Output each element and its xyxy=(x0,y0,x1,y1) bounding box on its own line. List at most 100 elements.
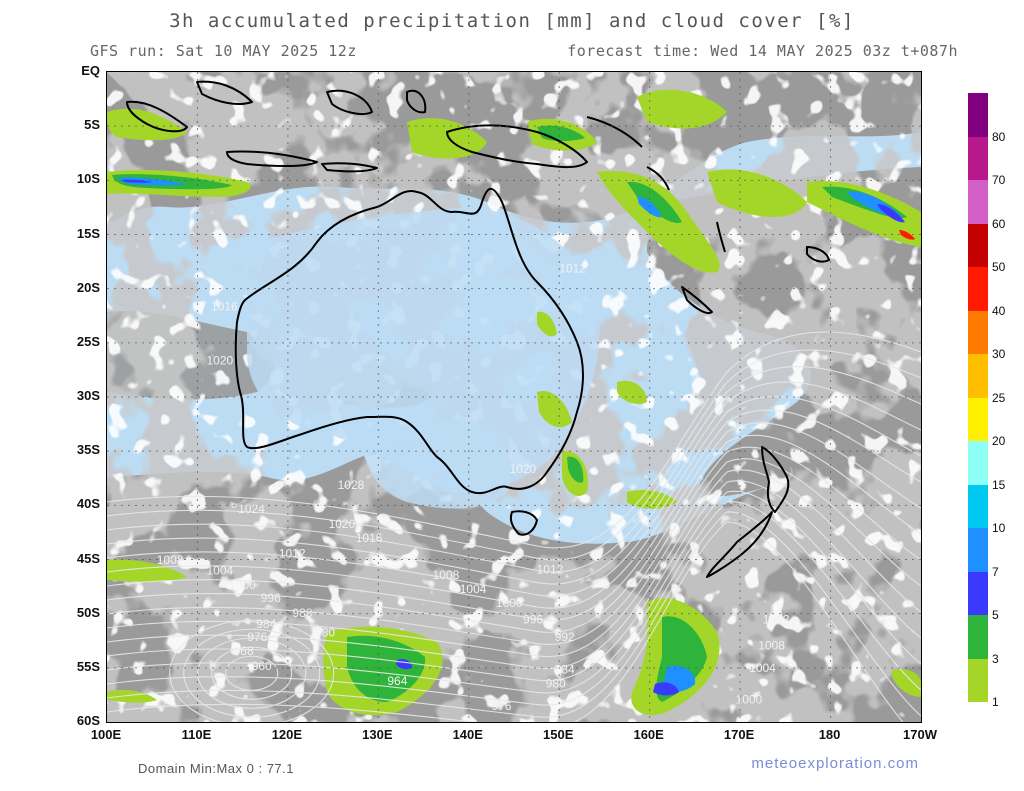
isobar-line xyxy=(107,409,921,609)
isobar-line xyxy=(107,434,921,633)
low-pressure-contour xyxy=(197,637,307,709)
colorbar-cell xyxy=(968,93,988,137)
colorbar-label: 3 xyxy=(992,651,999,666)
domain-minmax: Domain Min:Max 0 : 77.1 xyxy=(138,761,295,776)
colorbar-label: 50 xyxy=(992,260,1006,274)
site-credit: meteoexploration.com xyxy=(751,755,919,772)
colorbar-cell xyxy=(968,528,988,572)
longitude-label: 170E xyxy=(723,727,755,742)
isobar-label: 1020 xyxy=(206,354,233,368)
colorbar-cell xyxy=(968,484,988,528)
colorbar-label: 20 xyxy=(992,434,1006,448)
isobar-line xyxy=(107,381,921,585)
low-pressure-contour xyxy=(225,655,279,691)
isobar-label: 1004 xyxy=(206,564,233,578)
isobar-line xyxy=(107,349,921,561)
colorbar-label: 30 xyxy=(992,347,1006,361)
latitude-label: EQ xyxy=(81,63,100,78)
longitude-label: 130E xyxy=(362,727,393,742)
isobar-label: 976 xyxy=(491,699,511,713)
colorbar-cell xyxy=(968,397,988,441)
isobar-label: 992 xyxy=(555,630,575,644)
colorbar-label: 5 xyxy=(992,608,999,622)
isobar-line xyxy=(107,490,921,694)
low-pressure-contour xyxy=(211,646,293,700)
isobar-line xyxy=(107,395,921,597)
isobar-line xyxy=(107,501,921,706)
isobar-line xyxy=(107,366,921,573)
isobar-label: 984 xyxy=(256,617,276,631)
isobar-label: 1004 xyxy=(460,582,487,596)
isobar-label: 1008 xyxy=(758,638,785,652)
colorbar-cell xyxy=(968,180,988,224)
colorbar-cell xyxy=(968,223,988,267)
latlon-grid xyxy=(107,72,921,722)
isobar-label: 1020 xyxy=(509,462,536,476)
isobar-line xyxy=(107,422,921,621)
longitude-label: 140E xyxy=(452,727,483,742)
isobar-label: 1004 xyxy=(749,661,776,675)
isobar-label: 1028 xyxy=(338,478,365,492)
latitude-label: 40S xyxy=(76,496,100,512)
coastlines xyxy=(126,80,830,578)
colorbar-cell xyxy=(968,310,988,354)
isobar-line xyxy=(107,521,904,722)
longitude-label: 120E xyxy=(271,727,303,742)
longitude-label: 100E xyxy=(90,727,122,742)
isobar-line xyxy=(107,458,921,658)
colorbar-cell xyxy=(968,615,988,659)
isobar-label: 1016 xyxy=(356,531,383,545)
colorbar-cell xyxy=(968,441,988,485)
latitude-label: 50S xyxy=(76,604,100,620)
isobar-label: 1008 xyxy=(433,568,460,582)
isobar-label: 964 xyxy=(387,674,407,688)
isobar-label: 980 xyxy=(315,625,335,639)
latitude-label: 45S xyxy=(76,550,100,566)
colorbar-label: 70 xyxy=(992,173,1006,187)
isobar-lines xyxy=(107,331,921,722)
precip-colorbar xyxy=(968,93,988,702)
colorbar-label: 40 xyxy=(992,303,1006,318)
gfs-run-label: GFS run: Sat 10 MAY 2025 12z xyxy=(90,42,357,60)
latitude-label: 35S xyxy=(76,442,100,458)
isobar-line xyxy=(107,446,921,645)
colorbar-cell xyxy=(968,136,988,180)
colorbar-cell xyxy=(968,658,988,702)
latitude-label: 60S xyxy=(76,713,100,728)
isobar-label: 984 xyxy=(555,662,575,676)
isobar-labels: 1008100410009969889849809769689609649769… xyxy=(157,261,790,713)
isobar-label: 988 xyxy=(292,606,312,620)
isobar-label: 1020 xyxy=(329,517,356,531)
isobar-label: 960 xyxy=(252,659,272,673)
longitude-label: 110E xyxy=(181,727,212,742)
colorbar-label: 25 xyxy=(992,390,1006,405)
colorbar-label: 15 xyxy=(992,477,1006,492)
colorbar-cell xyxy=(968,267,988,311)
low-pressure-contour xyxy=(169,619,335,722)
longitude-label: 150E xyxy=(543,727,574,742)
colorbar-cell xyxy=(968,354,988,398)
colorbar-label: 7 xyxy=(992,564,999,579)
isobar-line xyxy=(107,469,921,670)
latitude-label: 15S xyxy=(76,225,100,241)
isobar-label: 996 xyxy=(261,591,281,605)
isobar-label: 968 xyxy=(234,644,254,658)
latitude-label: 30S xyxy=(76,388,100,403)
weather-map: 1008100410009969889849809769689609649769… xyxy=(107,72,921,722)
isobar-label: 996 xyxy=(523,612,543,626)
isobar-label: 1016 xyxy=(211,299,238,313)
colorbar-label: 60 xyxy=(992,216,1006,231)
isobar-label: 1012 xyxy=(763,612,790,626)
isobar-label: 1000 xyxy=(496,596,523,610)
isobar-label: 1008 xyxy=(157,553,184,567)
isobar-label: 1012 xyxy=(537,563,564,577)
colorbar-label: 10 xyxy=(992,521,1006,535)
isobar-line xyxy=(107,480,921,682)
longitude-label: 180 xyxy=(818,727,841,742)
latitude-label: 10S xyxy=(76,171,100,187)
colorbar-cell xyxy=(968,571,988,615)
latitude-label: 25S xyxy=(76,333,100,349)
isobar-label: 980 xyxy=(546,676,566,690)
isobar-label: 1000 xyxy=(229,578,256,592)
isobar-label: 976 xyxy=(247,630,267,644)
